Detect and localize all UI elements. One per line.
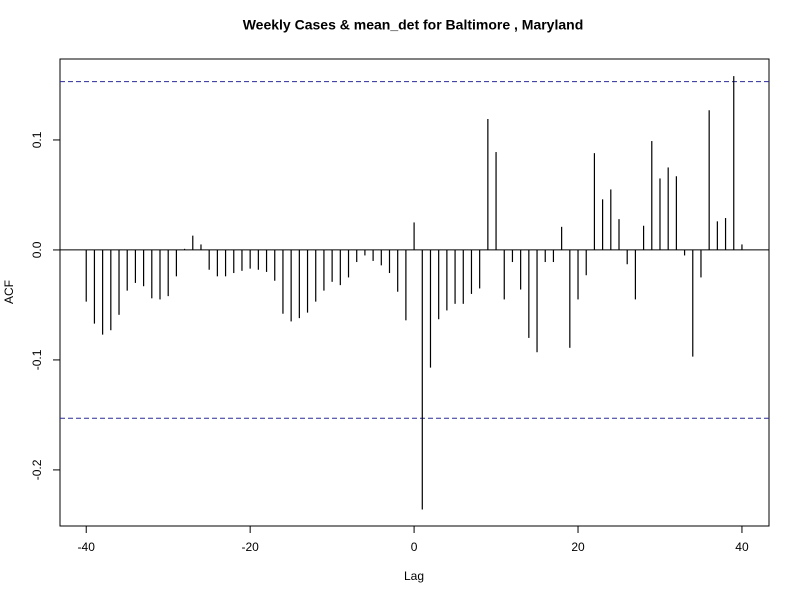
y-axis-label: ACF <box>2 280 16 304</box>
x-tick-label: 20 <box>571 540 585 554</box>
y-tick-label: 0.0 <box>30 241 44 258</box>
x-tick-label: -20 <box>241 540 259 554</box>
x-tick-label: 40 <box>735 540 749 554</box>
chart-title: Weekly Cases & mean_det for Baltimore , … <box>243 17 584 33</box>
x-axis-label: Lag <box>404 569 424 583</box>
y-tick-label: 0.1 <box>30 131 44 148</box>
x-tick-label: -40 <box>78 540 96 554</box>
y-tick-label: -0.1 <box>30 349 44 370</box>
x-tick-label: 0 <box>411 540 418 554</box>
y-tick-label: -0.2 <box>30 459 44 480</box>
